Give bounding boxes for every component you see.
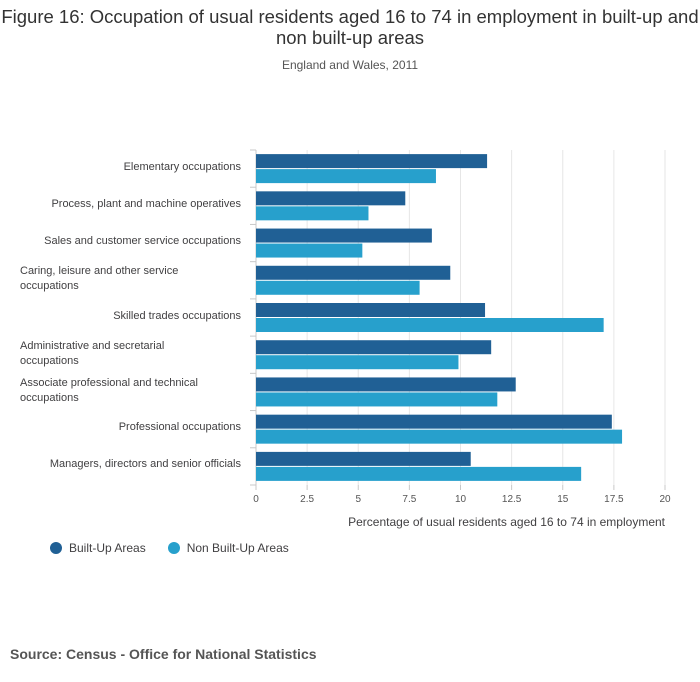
bar-non-built-up-6 (256, 392, 498, 407)
bar-built-up-7 (256, 414, 612, 429)
x-tick-label-2: 5 (355, 494, 362, 505)
legend-item-non-built-up[interactable]: Non Built-Up Areas (167, 541, 289, 555)
category-label-1: Process, plant and machine operatives (51, 197, 241, 210)
legend-label-built-up: Built-Up Areas (69, 541, 146, 555)
bar-built-up-5 (256, 340, 492, 355)
bar-built-up-6 (256, 377, 516, 392)
category-label-7: Professional occupations (118, 421, 241, 434)
x-tick-label-3: 7.5 (402, 494, 417, 505)
category-label-4: Skilled trades occupations (113, 309, 241, 322)
chart-title: Figure 16: Occupation of usual residents… (1, 6, 699, 48)
bar-built-up-1 (256, 191, 406, 206)
x-tick-label-0: 0 (253, 494, 259, 505)
x-tick-label-5: 12.5 (501, 494, 522, 505)
category-label-2: Sales and customer service occupations (44, 235, 241, 248)
x-tick-label-4: 10 (454, 494, 467, 505)
bar-non-built-up-3 (256, 280, 420, 295)
source-note: Source: Census - Office for National Sta… (10, 646, 317, 662)
bar-built-up-4 (256, 303, 486, 317)
x-tick-label-8: 20 (659, 494, 671, 505)
category-label-0: Elementary occupations (123, 160, 241, 173)
chart-subtitle: England and Wales, 2011 (281, 58, 419, 72)
bar-non-built-up-1 (256, 206, 369, 221)
x-axis-label: Percentage of usual residents aged 16 to… (348, 515, 665, 529)
bar-non-built-up-5 (256, 355, 459, 370)
category-label-6: Associate professional and technical occ… (20, 376, 198, 404)
legend-swatch-built-up (50, 542, 62, 554)
bar-built-up-8 (256, 451, 471, 466)
bar-non-built-up-8 (256, 466, 582, 481)
bar-non-built-up-2 (256, 243, 363, 258)
legend-item-built-up[interactable]: Built-Up Areas (50, 541, 146, 555)
bar-non-built-up-4 (256, 318, 604, 332)
x-tick-label-6: 15 (557, 494, 569, 505)
bar-non-built-up-0 (256, 169, 436, 184)
chart-legend: Built-Up Areas Non Built-Up Areas (50, 541, 311, 555)
category-label-5: Administrative and secretarial occupatio… (20, 339, 165, 367)
bar-built-up-3 (256, 265, 451, 280)
category-label-8: Managers, directors and senior officials (49, 458, 241, 471)
bar-built-up-0 (256, 154, 488, 169)
legend-swatch-non-built-up (167, 542, 180, 554)
x-tick-label-7: 17.5 (604, 494, 624, 505)
category-label-3: Caring, leisure and other service occupa… (20, 265, 179, 293)
bar-built-up-2 (256, 228, 432, 243)
bar-non-built-up-7 (256, 429, 623, 444)
legend-label-non-built-up: Non Built-Up Areas (186, 541, 289, 555)
x-tick-label-1: 2.5 (300, 494, 315, 505)
